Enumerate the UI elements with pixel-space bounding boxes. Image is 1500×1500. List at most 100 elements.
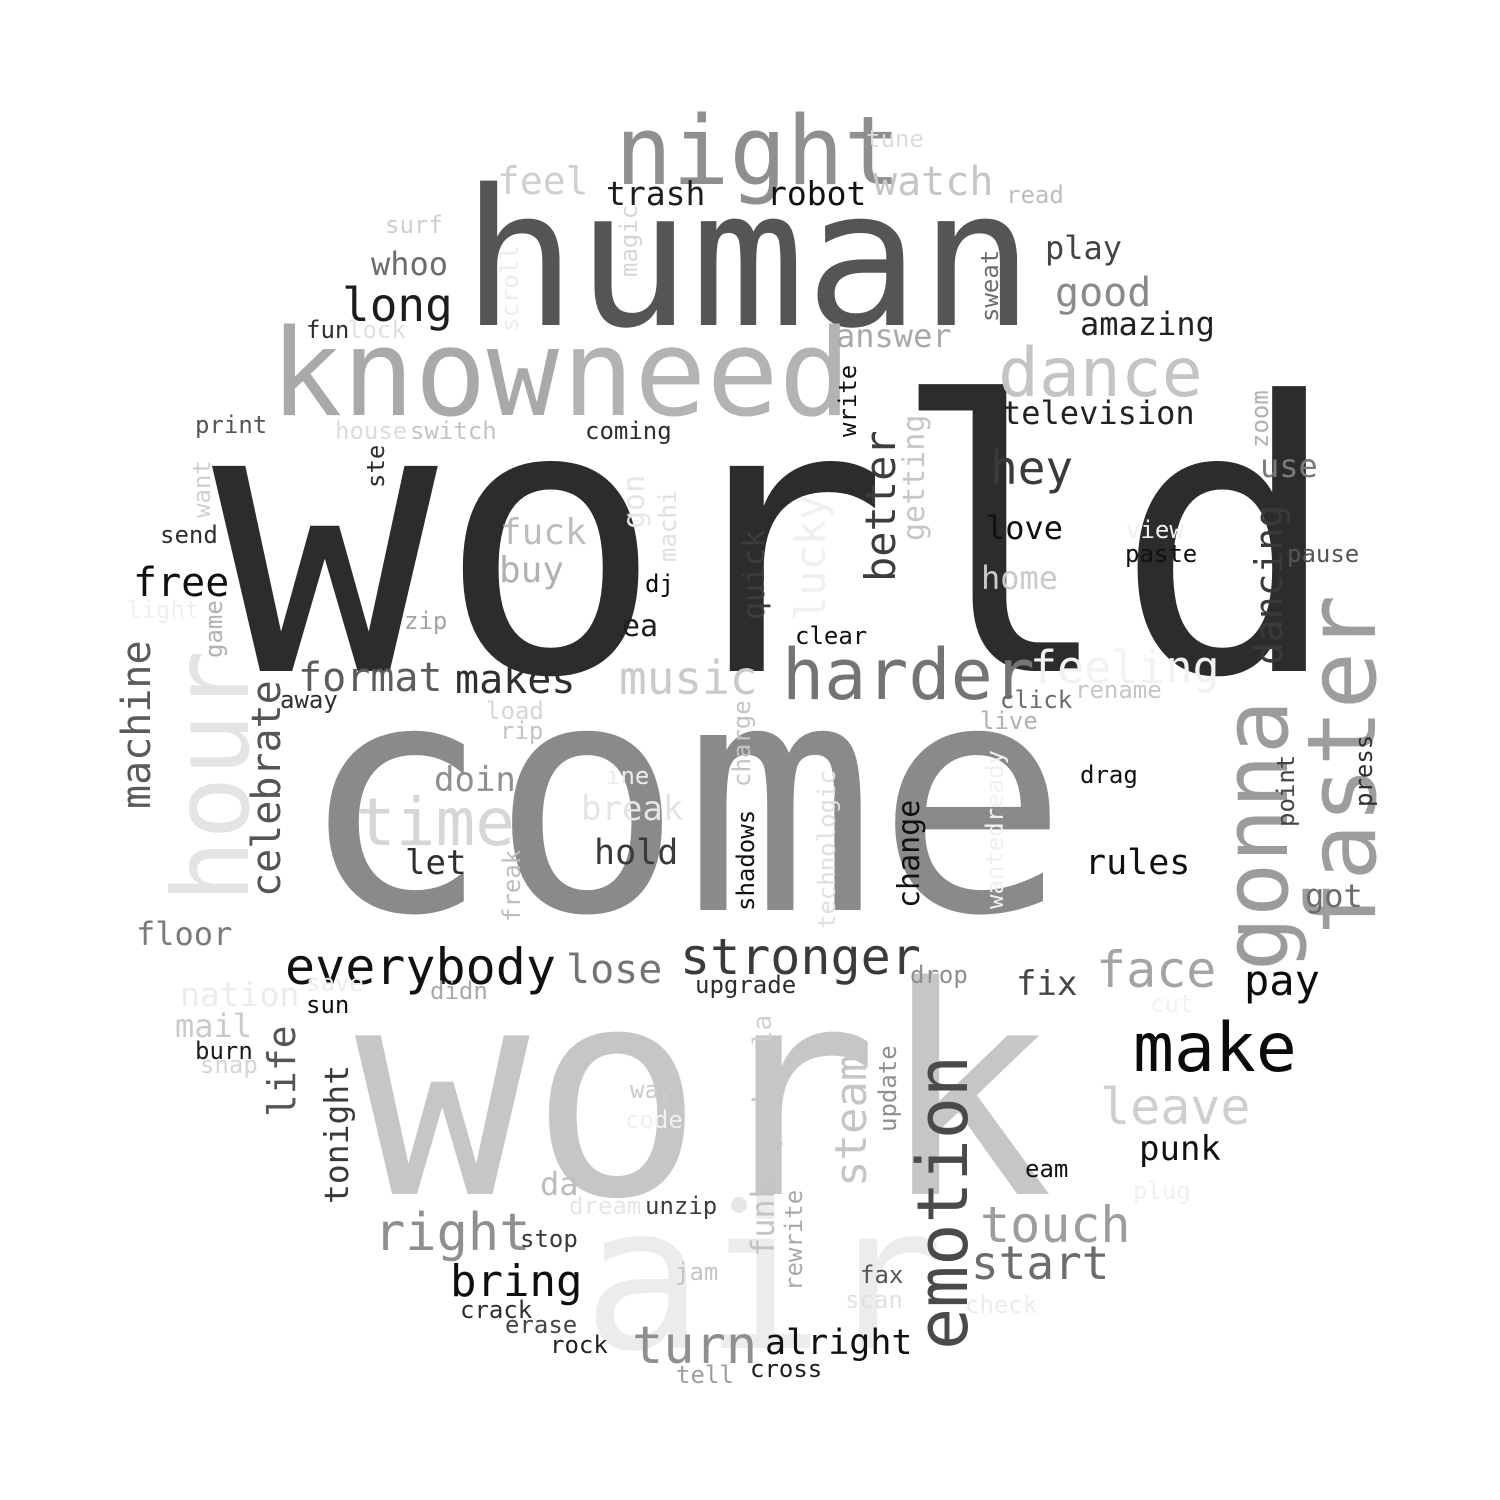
word-everybody: everybody	[285, 938, 556, 996]
word-stop: stop	[520, 1225, 578, 1253]
word-scan: scan	[845, 1286, 903, 1314]
word-feeling: feeling	[1030, 641, 1220, 694]
word-buy: buy	[499, 550, 565, 591]
word-switch: switch	[410, 417, 497, 445]
word-drag: drag	[1080, 761, 1138, 789]
word-know: know	[270, 305, 559, 444]
word-right: right	[374, 1203, 531, 1263]
word-eam: eam	[1025, 1155, 1069, 1183]
word-turn: turn	[632, 1316, 758, 1376]
word-load: load	[486, 697, 544, 725]
word-jam: jam	[675, 1258, 719, 1286]
word-answer: answer	[836, 317, 952, 355]
word-freak: freak	[498, 849, 526, 922]
word-write: write	[834, 364, 862, 437]
word-doin: doin	[434, 760, 516, 800]
word-stronger: stronger	[680, 928, 921, 986]
word-click: click	[1000, 686, 1073, 714]
word-update: update	[874, 1045, 902, 1132]
word-good: good	[1055, 270, 1152, 316]
word-unzip: unzip	[645, 1192, 718, 1220]
word-point: point	[1272, 754, 1300, 827]
word-shadows: shadows	[732, 809, 760, 911]
word-fuck: fuck	[500, 512, 587, 553]
word-zoom: zoom	[1246, 390, 1274, 448]
word-way: way	[630, 1076, 674, 1104]
word-away: away	[280, 686, 338, 714]
word-world: world	[212, 324, 1341, 760]
word-long: long	[342, 278, 453, 332]
word-break: break	[581, 789, 684, 829]
word-game: game	[200, 600, 228, 658]
word-plug: plug	[1133, 1177, 1191, 1205]
word-time: time	[356, 784, 515, 861]
word-punk: punk	[1139, 1129, 1221, 1169]
word-better: better	[856, 430, 905, 582]
word-work: work	[355, 926, 1054, 1263]
word-rename: rename	[1075, 676, 1162, 704]
word-house: house	[335, 417, 408, 445]
word-dream: dream	[569, 1192, 642, 1220]
word-dance: dance	[998, 334, 1203, 413]
word-didn: didn	[430, 977, 488, 1005]
word-upgrade: upgrade	[695, 971, 797, 999]
word-whoo: whoo	[371, 245, 449, 283]
word-human: human	[462, 149, 1034, 370]
word-watch: watch	[873, 159, 994, 205]
word-face: face	[1096, 941, 1217, 999]
word-ste: ste	[362, 444, 390, 488]
word-tell: tell	[676, 1361, 734, 1389]
word-steam: steam	[826, 1054, 877, 1187]
word-rip: rip	[500, 717, 544, 745]
word-ine: ine	[606, 762, 650, 790]
word-wantedready: wantedready	[981, 750, 1009, 909]
word-air: air	[583, 1163, 945, 1396]
word-rewrite: rewrite	[780, 1189, 808, 1291]
word-harder: harder	[782, 634, 1035, 716]
word-feel: feel	[497, 159, 589, 203]
word-nation: nation	[180, 975, 300, 1014]
word-want: want	[188, 460, 216, 518]
word-zip: zip	[404, 607, 448, 635]
word-mail: mail	[175, 1007, 253, 1045]
word-burn: burn	[195, 1037, 253, 1065]
word-fix: fix	[1016, 964, 1078, 1004]
word-da: da	[540, 1165, 579, 1203]
word-life: life	[260, 1025, 304, 1117]
word-paste: paste	[1125, 540, 1198, 568]
word-gonna: gonna	[1204, 700, 1309, 971]
word-play: play	[1045, 229, 1123, 267]
word-need: need	[562, 305, 851, 444]
word-read: read	[1006, 181, 1064, 209]
word-la: la	[748, 1014, 778, 1046]
word-gon: gon	[617, 474, 652, 529]
word-magic: magic	[615, 204, 643, 277]
word-press: press	[1350, 734, 1378, 807]
word-leave: leave	[1100, 1078, 1251, 1136]
word-machi: machi	[654, 489, 682, 562]
word-alright: alright	[765, 1323, 913, 1363]
word-lose: lose	[566, 947, 663, 993]
word-rules: rules	[1085, 843, 1191, 883]
word-makes: makes	[455, 657, 576, 703]
word-prime: prime	[746, 1051, 784, 1148]
word-surf: surf	[385, 211, 443, 239]
word-crack: crack	[460, 1296, 533, 1324]
word-sun: sun	[306, 991, 350, 1019]
word-charge: charge	[728, 700, 756, 787]
word-free: free	[133, 560, 230, 606]
word-code: code	[625, 1106, 683, 1134]
word-coming: coming	[585, 417, 672, 445]
word-dancing: dancing	[1247, 504, 1291, 665]
word-television: television	[1002, 394, 1195, 432]
word-view: view	[1126, 516, 1184, 544]
word-bring: bring	[450, 1256, 583, 1307]
word-music: music	[619, 651, 758, 705]
word-save: save	[306, 969, 364, 997]
word-pay: pay	[1244, 956, 1320, 1005]
word-change: change	[892, 799, 927, 908]
word-machine: machine	[114, 640, 160, 809]
word-touch: touch	[980, 1196, 1131, 1254]
word-love: love	[986, 509, 1064, 547]
